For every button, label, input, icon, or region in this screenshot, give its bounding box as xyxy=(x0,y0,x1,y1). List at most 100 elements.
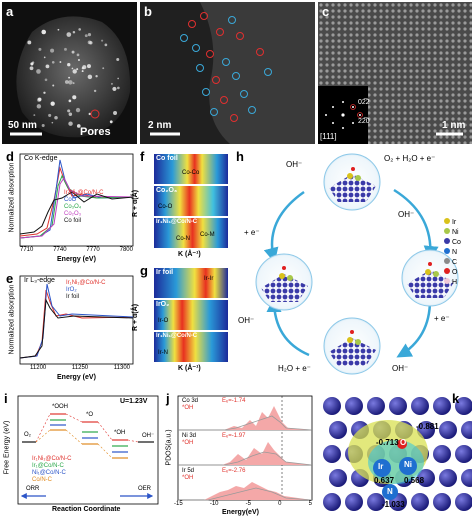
particle xyxy=(76,124,81,128)
atom-label: O xyxy=(400,438,407,447)
co-atom xyxy=(345,397,363,415)
x-ticks: 7710 7740 7770 7800 xyxy=(20,247,133,253)
single-atom-marker xyxy=(202,88,210,96)
state-label: *OOH xyxy=(52,404,69,410)
state-label: *OH xyxy=(114,430,126,436)
reaction-label: + e⁻ xyxy=(244,228,260,237)
legend-entry: Ir₁@Co/N-C xyxy=(32,463,64,469)
xanes-ir-plot xyxy=(19,275,134,365)
spot-label: 02̅2 xyxy=(358,99,370,106)
wavelet-map: IrO₂ Ir-O xyxy=(154,300,228,330)
wavelet-map: Co₂O₃ Co-O xyxy=(154,186,228,216)
free-energy-diagram xyxy=(17,395,159,505)
particle xyxy=(71,50,75,54)
particle xyxy=(81,70,84,73)
particle xyxy=(30,62,34,66)
ylabel: R + α(Å) xyxy=(132,303,140,332)
arrow-label: OER xyxy=(138,486,152,492)
panel-i-label: i xyxy=(4,391,8,406)
particle xyxy=(72,30,76,34)
legend-entry: Ni₁@Co/N-C xyxy=(32,470,66,476)
charge-value: 0.568 xyxy=(404,476,425,485)
particle xyxy=(101,39,104,42)
particle xyxy=(43,91,46,94)
particle xyxy=(78,28,81,31)
particle xyxy=(68,76,71,79)
tick-label: -5 xyxy=(245,501,251,507)
metal-label: Ni 3d xyxy=(182,433,197,439)
co-atom xyxy=(417,421,435,439)
tick-label: 5 xyxy=(308,501,312,507)
reaction-label: O₂ + H₂O + e⁻ xyxy=(384,154,436,163)
reaction-label: OH⁻ xyxy=(398,210,415,219)
particle xyxy=(52,84,55,87)
particle xyxy=(36,104,42,109)
xlabel: Energy(eV) xyxy=(222,509,259,516)
catalyst-bubble xyxy=(401,249,459,307)
haadf-image xyxy=(140,2,315,144)
panel-b-haadf: b 2 nm xyxy=(140,2,315,144)
co-atom xyxy=(439,421,457,439)
state-label: OH⁻ xyxy=(142,433,155,439)
legend-entry: Co₃O₄ xyxy=(64,204,82,210)
co-atom xyxy=(367,493,385,511)
map-title: Co₂O₃ xyxy=(156,187,178,194)
legend-entry: O xyxy=(444,268,461,278)
reaction-label: + e⁻ xyxy=(434,314,450,323)
scale-bar-label: 50 nm xyxy=(8,120,37,131)
particle xyxy=(67,109,71,113)
single-atom-marker xyxy=(220,96,228,104)
particle xyxy=(82,65,87,70)
particle xyxy=(117,86,120,90)
co-atom xyxy=(455,445,473,463)
panel-c-lattice: c [111] 02̅2 22̅0 1 nm xyxy=(318,2,472,144)
co-atom xyxy=(329,469,347,487)
xanes-co-plot xyxy=(19,153,134,247)
particle xyxy=(87,40,92,45)
tick-label: -10 xyxy=(209,501,219,507)
particle xyxy=(38,47,42,51)
map-title: IrO₂ xyxy=(156,301,170,308)
ads-label: *OH xyxy=(182,405,194,411)
co-atom xyxy=(323,397,341,415)
catalyst-bubble xyxy=(323,317,381,375)
reaction-label: OH⁻ xyxy=(392,364,409,373)
wavelet-map: Ir₁Ni₁@Co/N-C Ir-N xyxy=(154,332,228,362)
panel-j-pdos: j PDOS(a.u.) Co 3d *OH Eₑ=-1.74 Ni 3d *O… xyxy=(164,392,314,519)
pdos-plot xyxy=(177,395,313,501)
particle xyxy=(59,61,62,63)
map-note: Co-O xyxy=(158,204,173,210)
particle xyxy=(72,69,77,74)
particle xyxy=(72,82,75,85)
legend-entry: Ir₁Ni₁@Co/N-C xyxy=(32,456,72,462)
legend-entry: Ir₁Ni₁@Co/N-C xyxy=(66,280,106,286)
panel-f-wavelet: f R + α(Å) Co foil Co-Co Co₂O₃ Co-O Ir₁N… xyxy=(132,149,230,260)
co-atom xyxy=(461,469,474,487)
particle xyxy=(68,80,73,85)
xlabel: Energy (eV) xyxy=(57,374,96,381)
particle xyxy=(104,43,108,47)
particle xyxy=(86,64,91,69)
single-atom-marker xyxy=(232,72,240,80)
catalytic-cycle-diagram xyxy=(255,153,459,375)
legend-entry: H xyxy=(444,278,461,288)
particle xyxy=(50,101,55,106)
legend-entry: C xyxy=(444,258,461,268)
co-atom xyxy=(411,493,429,511)
particle xyxy=(27,40,32,45)
single-atom-marker xyxy=(248,106,256,114)
particle xyxy=(50,48,55,53)
legend: Ir₁Ni₁@Co/N-C Ir₁@Co/N-C Ni₁@Co/N-C Co/N… xyxy=(32,456,71,484)
atom-label: Ir xyxy=(378,462,384,471)
map-note: Ir-N xyxy=(158,350,168,356)
particle xyxy=(41,124,45,128)
state-label: *O xyxy=(86,412,94,418)
panel-e-xanes: e Ir L₃-edge Normalized absorption Ir₁Ni… xyxy=(2,272,137,387)
particle xyxy=(42,29,44,32)
legend-entry: Ir₁Ni₁@Co/N-C xyxy=(64,190,104,196)
panel-g-label: g xyxy=(140,263,148,278)
particle xyxy=(68,99,72,103)
co-atom xyxy=(433,397,451,415)
panel-f-label: f xyxy=(140,149,145,164)
particle xyxy=(33,114,36,117)
